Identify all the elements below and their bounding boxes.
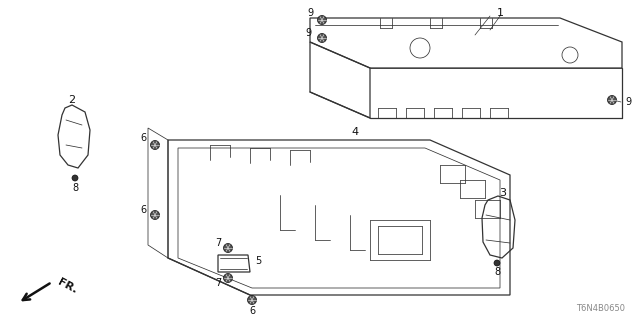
Circle shape: [494, 260, 500, 266]
Text: 6: 6: [249, 306, 255, 316]
Circle shape: [150, 211, 159, 220]
Text: 7: 7: [215, 278, 221, 288]
Text: FR.: FR.: [56, 277, 79, 295]
Circle shape: [248, 295, 257, 305]
Circle shape: [72, 175, 78, 181]
Text: 5: 5: [255, 256, 261, 266]
Text: 8: 8: [494, 267, 500, 277]
Text: 1: 1: [497, 8, 504, 18]
Text: 6: 6: [140, 133, 146, 143]
Text: 2: 2: [68, 95, 76, 105]
Text: T6N4B0650: T6N4B0650: [576, 304, 625, 313]
Text: 9: 9: [625, 97, 631, 107]
Circle shape: [223, 274, 232, 283]
Circle shape: [317, 15, 326, 25]
Circle shape: [607, 95, 616, 105]
Circle shape: [150, 140, 159, 149]
Text: 6: 6: [140, 205, 146, 215]
Text: 7: 7: [215, 238, 221, 248]
Text: 8: 8: [72, 183, 78, 193]
Text: 9: 9: [305, 28, 311, 38]
Circle shape: [317, 34, 326, 43]
Text: 4: 4: [351, 127, 358, 137]
Text: 3: 3: [499, 188, 506, 198]
Text: 9: 9: [307, 8, 313, 18]
Circle shape: [223, 244, 232, 252]
